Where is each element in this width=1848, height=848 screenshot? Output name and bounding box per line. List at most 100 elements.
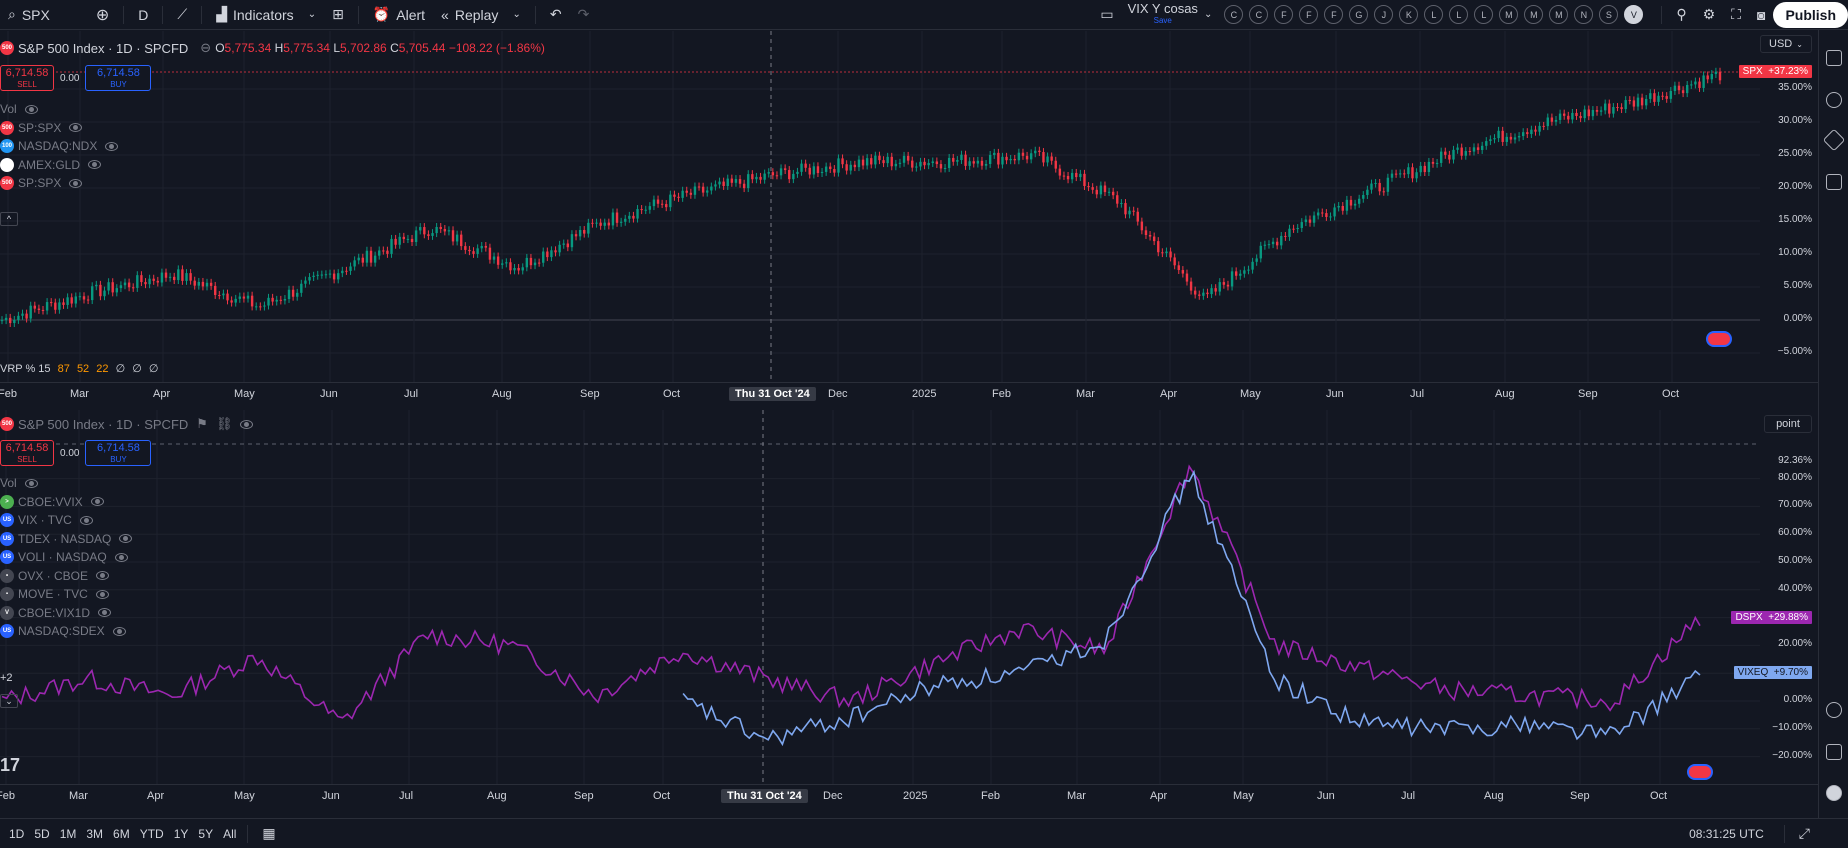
watchlist-shortcut[interactable]: N — [1574, 5, 1594, 24]
calendar-icon[interactable] — [1826, 744, 1842, 760]
indicator-row[interactable]: ▪ MOVE · TVC — [0, 585, 132, 604]
main-series-title[interactable]: S&P 500 Index · 1D · SPCFD — [18, 40, 189, 56]
link-icon[interactable]: ⛓ — [215, 416, 233, 431]
quick-search-button[interactable]: ⚲ — [1668, 0, 1694, 30]
watchlist-shortcut[interactable]: M — [1524, 5, 1544, 24]
currency-select[interactable]: USD ⌄ — [1760, 35, 1812, 53]
watchlist-shortcut[interactable]: F — [1299, 5, 1319, 24]
sell-button[interactable]: 6,714.58 SELL — [0, 440, 54, 466]
redo-button[interactable]: ↷ — [570, 0, 598, 30]
interval-button[interactable]: D — [130, 0, 156, 30]
range-button[interactable]: 1M — [59, 826, 77, 841]
eye-icon[interactable] — [95, 589, 109, 599]
vrp-indicator-legend[interactable]: VRP % 15 87 52 22 ∅ ∅ ∅ — [0, 362, 158, 375]
watchlist-shortcut[interactable]: S — [1599, 5, 1619, 24]
main-chart-pane[interactable]: 500 S&P 500 Index · 1D · SPCFD ⊖ O5,775.… — [0, 31, 1818, 383]
eye-icon[interactable] — [119, 534, 133, 544]
symbol-search[interactable]: ⌕ SPX — [0, 0, 58, 30]
flag-icon[interactable]: ⚑ — [196, 416, 208, 431]
eye-icon[interactable] — [240, 419, 254, 429]
range-button[interactable]: YTD — [139, 826, 164, 841]
add-symbol-button[interactable]: ⊕ — [88, 0, 117, 30]
watchlist-shortcut[interactable]: K — [1399, 5, 1419, 24]
replay-button[interactable]: « Replay ⌄ — [433, 0, 529, 30]
range-button[interactable]: All — [223, 826, 237, 841]
eye-icon[interactable] — [69, 123, 83, 133]
indicators-button[interactable]: ▟ Indicators ⌄ — [208, 0, 324, 30]
more-indicators-button[interactable]: +2 — [0, 672, 13, 684]
watchlist-shortcut[interactable]: J — [1374, 5, 1394, 24]
publish-button[interactable]: Publish — [1773, 1, 1848, 28]
chart-type-button[interactable]: ⟋ — [169, 0, 195, 30]
indicator-row[interactable]: Vol — [0, 100, 118, 119]
eye-icon[interactable] — [79, 515, 93, 525]
time-axis-top[interactable]: Feb Mar Apr May Jun Jul Aug Sep Oct Dec 2025 Feb Mar… — [0, 384, 1790, 406]
eye-icon[interactable] — [88, 160, 102, 170]
buy-button[interactable]: 6,714.58 BUY — [85, 440, 152, 466]
range-button[interactable]: 6M — [113, 826, 130, 841]
sell-button[interactable]: 6,714.58 SELL — [0, 65, 54, 91]
buy-button[interactable]: 6,714.58 BUY — [85, 65, 152, 91]
eye-icon[interactable] — [114, 552, 128, 562]
indicator-row[interactable]: 100 NASDAQ:NDX — [0, 137, 119, 156]
indicator-row[interactable]: Vol — [0, 474, 132, 493]
watchlist-shortcut[interactable]: F — [1324, 5, 1344, 24]
indicator-row[interactable]: US NASDAQ:SDEX — [0, 622, 132, 641]
clock-icon[interactable] — [1826, 92, 1842, 108]
scale-mode-select[interactable]: point — [1764, 415, 1812, 433]
watchlist-shortcut[interactable]: L — [1474, 5, 1494, 24]
fullscreen-button[interactable]: ⛶ — [1723, 0, 1749, 30]
range-button[interactable]: 1Y — [173, 826, 189, 841]
indicator-row[interactable]: US TDEX · NASDAQ — [0, 530, 133, 549]
goto-date-button[interactable]: ▦ — [254, 819, 283, 848]
collapse-legend-button[interactable]: ⌄ — [0, 694, 18, 708]
lower-series-title[interactable]: S&P 500 Index · 1D · SPCFD — [18, 416, 189, 432]
watchlist-shortcut[interactable]: M — [1499, 5, 1519, 24]
range-button[interactable]: 5D — [34, 826, 50, 841]
range-button[interactable]: 3M — [86, 826, 104, 841]
time-axis-bottom[interactable]: Feb Mar Apr May Jun Jul Aug Sep Oct Dec 2025 Feb Mar… — [0, 786, 1790, 808]
price-axis[interactable]: point 92.36% 80.00% 70.00% 60.00% 50.00% 40.0… — [1760, 410, 1818, 784]
undo-button[interactable]: ↶ — [542, 0, 570, 30]
eye-icon[interactable] — [105, 141, 119, 151]
indicator-row[interactable]: > CBOE:VVIX — [0, 493, 132, 512]
eye-icon[interactable] — [90, 497, 104, 507]
chat-icon[interactable] — [1826, 174, 1842, 190]
watchlist-shortcut[interactable]: C — [1224, 5, 1244, 24]
watchlist-shortcut[interactable]: M — [1549, 5, 1569, 24]
eye-icon[interactable] — [24, 104, 38, 114]
indicator-row[interactable]: 500 SP:SPX — [0, 119, 118, 138]
layers-icon[interactable] — [1822, 128, 1846, 152]
watchlist-shortcut[interactable]: F — [1274, 5, 1294, 24]
collapse-legend-button[interactable]: ^ — [0, 212, 18, 226]
indicator-row[interactable]: V CBOE:VIX1D — [0, 604, 132, 623]
indicator-row[interactable]: US VIX · TVC — [0, 511, 132, 530]
eye-icon[interactable] — [96, 571, 110, 581]
watchlist-shortcut[interactable]: V — [1624, 5, 1644, 24]
maximize-button[interactable]: ⤢ — [1791, 819, 1818, 848]
layout-button[interactable]: ▭ VIX Y cosas Save ⌄ — [1092, 0, 1220, 30]
indicator-row[interactable]: • OVX · CBOE — [0, 567, 132, 586]
target-icon[interactable] — [1826, 702, 1842, 718]
indicator-row[interactable]: 500 SP:SPX — [0, 174, 118, 193]
eye-icon[interactable] — [24, 478, 38, 488]
templates-button[interactable]: ⊞ — [324, 0, 352, 30]
snapshot-button[interactable]: ◙ — [1749, 0, 1773, 30]
indicator-row[interactable]: US VOLI · NASDAQ — [0, 548, 132, 567]
watchlist-shortcut[interactable]: G — [1349, 5, 1369, 24]
range-button[interactable]: 5Y — [198, 826, 214, 841]
indicator-row[interactable]: $ AMEX:GLD — [0, 156, 118, 175]
apps-icon[interactable] — [1826, 785, 1842, 801]
watchlist-shortcut[interactable]: L — [1449, 5, 1469, 24]
tradingview-logo[interactable]: 17 — [0, 755, 21, 775]
eye-icon[interactable] — [112, 626, 126, 636]
settings-button[interactable]: ⚙ — [1695, 0, 1724, 30]
watchlist-shortcut[interactable]: C — [1249, 5, 1269, 24]
watchlist-shortcut[interactable]: L — [1424, 5, 1444, 24]
watchlist-icon[interactable] — [1826, 50, 1842, 66]
lower-chart-pane[interactable]: 500 S&P 500 Index · 1D · SPCFD ⚑ ⛓ 6,714… — [0, 410, 1818, 785]
alert-button[interactable]: ⏰ Alert — [365, 0, 433, 30]
range-button[interactable]: 1D — [9, 826, 25, 841]
eye-icon[interactable] — [69, 178, 83, 188]
eye-icon[interactable] — [98, 608, 112, 618]
